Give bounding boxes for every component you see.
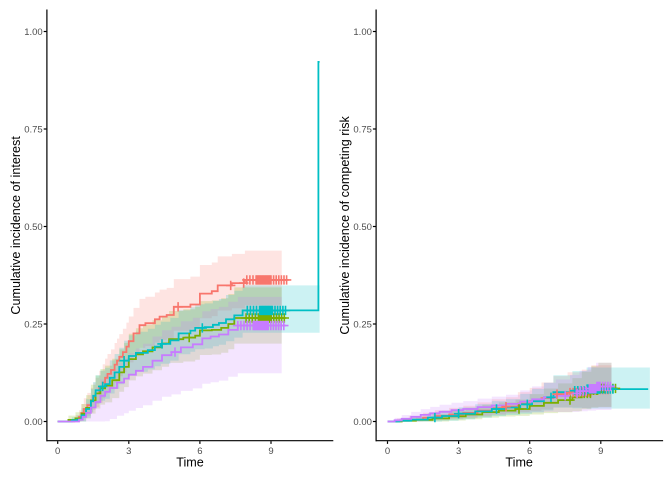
svg-text:0.00: 0.00 — [24, 417, 43, 428]
svg-text:Cumulative incidence of compet: Cumulative incidence of competing risk — [338, 116, 352, 335]
svg-text:0.50: 0.50 — [353, 222, 372, 233]
svg-text:0.75: 0.75 — [24, 124, 43, 135]
svg-text:0.00: 0.00 — [353, 417, 372, 428]
svg-text:3: 3 — [456, 446, 461, 457]
svg-text:1.00: 1.00 — [353, 27, 372, 38]
svg-text:9: 9 — [268, 446, 273, 457]
svg-text:Cumulative incidence of intere: Cumulative incidence of interest — [9, 136, 23, 315]
svg-text:Time: Time — [176, 455, 204, 469]
svg-text:0.50: 0.50 — [24, 222, 43, 233]
svg-text:0.25: 0.25 — [353, 319, 372, 330]
svg-text:9: 9 — [598, 446, 603, 457]
svg-text:0: 0 — [55, 446, 60, 457]
svg-text:0.75: 0.75 — [353, 124, 372, 135]
svg-text:6: 6 — [197, 446, 202, 457]
svg-text:3: 3 — [126, 446, 131, 457]
svg-text:6: 6 — [527, 446, 532, 457]
svg-text:0: 0 — [385, 446, 390, 457]
svg-text:0.25: 0.25 — [24, 319, 43, 330]
svg-text:Time: Time — [505, 455, 533, 469]
svg-text:1.00: 1.00 — [24, 27, 43, 38]
